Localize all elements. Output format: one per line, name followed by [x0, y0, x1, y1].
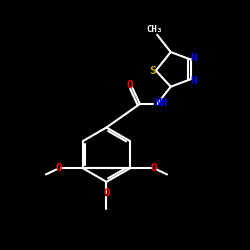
Text: O: O — [150, 163, 157, 173]
Text: O: O — [126, 80, 133, 90]
Text: N: N — [190, 76, 197, 86]
Text: CH₃: CH₃ — [146, 25, 163, 34]
Text: O: O — [56, 163, 62, 173]
Text: S: S — [149, 66, 156, 76]
Text: N: N — [190, 53, 197, 63]
Text: NH: NH — [155, 98, 168, 108]
Text: O: O — [103, 188, 110, 198]
